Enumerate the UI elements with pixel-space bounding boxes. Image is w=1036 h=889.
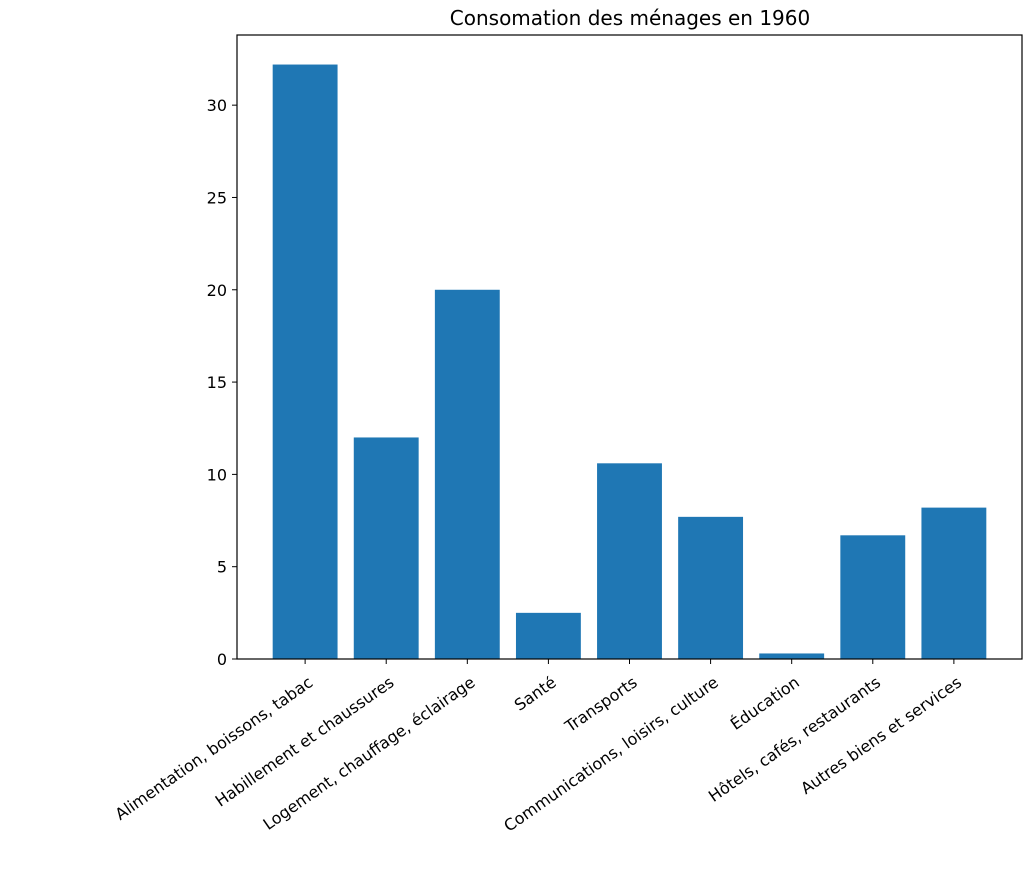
bar-6 [759, 653, 825, 659]
y-tick-label: 5 [217, 558, 227, 577]
y-axis: 0 5 10 15 20 25 30 [207, 96, 237, 669]
bar-8 [921, 507, 987, 659]
y-tick-label: 0 [217, 650, 227, 669]
bar-1 [353, 437, 419, 659]
bar-3 [515, 612, 581, 659]
bar-2 [434, 289, 500, 659]
bar-7 [840, 535, 906, 659]
y-tick-label: 10 [207, 465, 227, 484]
x-tick-label: Autres biens et services [797, 673, 965, 799]
chart-title: Consomation des ménages en 1960 [450, 6, 810, 30]
x-tick-label: Éducation [727, 673, 803, 734]
y-tick-label: 25 [207, 188, 227, 207]
y-tick-label: 20 [207, 281, 227, 300]
y-tick-label: 30 [207, 96, 227, 115]
y-tick-label: 15 [207, 373, 227, 392]
bar-4 [597, 463, 662, 659]
x-axis: Alimentation, boissons, tabacHabillement… [112, 659, 965, 836]
plot-frame [236, 34, 1023, 660]
bar-0 [272, 64, 338, 660]
x-tick-label: Transports [561, 673, 641, 737]
bars-group [272, 64, 987, 660]
bar-5 [678, 516, 744, 659]
x-tick-label: Santé [511, 673, 560, 715]
